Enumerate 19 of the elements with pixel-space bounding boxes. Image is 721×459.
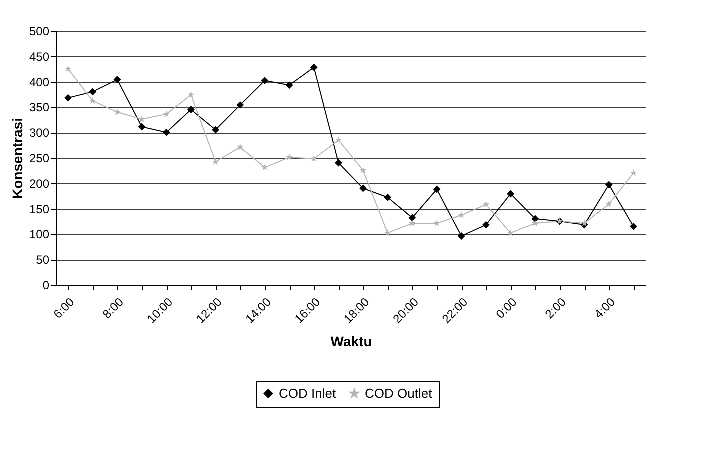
y-tick-label: 50 <box>36 253 50 268</box>
x-axis-title: Waktu <box>330 334 372 350</box>
y-tick-label: 200 <box>29 176 50 191</box>
x-tick-label: 0:00 <box>493 294 520 322</box>
y-tick-label: 450 <box>29 50 50 64</box>
y-tick-label: 150 <box>29 202 50 216</box>
y-tick-label: 250 <box>29 152 50 166</box>
y-tick-label: 0 <box>42 278 50 292</box>
y-tick-label: 100 <box>29 228 50 242</box>
legend-label: COD Outlet <box>365 386 433 401</box>
legend-label: COD Inlet <box>279 386 336 401</box>
x-tick-label: 4:00 <box>592 294 618 322</box>
y-tick-label: 300 <box>29 126 50 140</box>
x-tick-label: 6:00 <box>50 294 78 322</box>
y-axis-title: Konsentrasi <box>9 118 26 199</box>
y-tick-label: 400 <box>29 75 50 90</box>
y-tick-label: 500 <box>29 24 50 38</box>
x-tick-label: 8:00 <box>100 294 127 322</box>
y-tick-label: 350 <box>29 100 50 115</box>
